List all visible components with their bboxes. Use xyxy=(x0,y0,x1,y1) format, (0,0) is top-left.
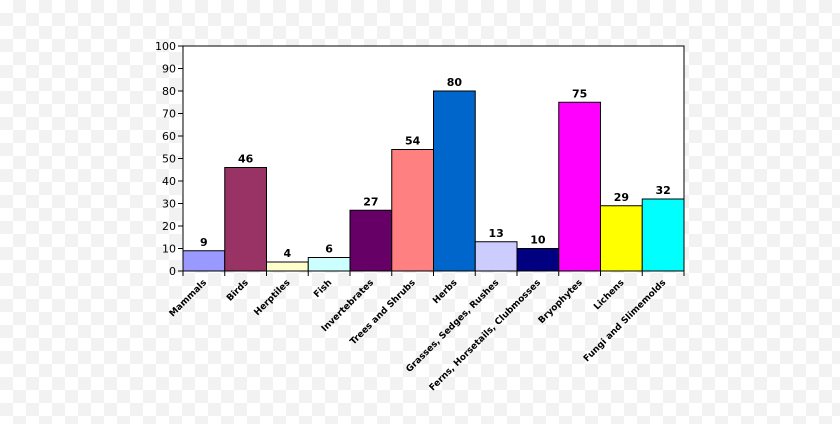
data-label: 29 xyxy=(614,191,629,204)
bar-invertebrates xyxy=(349,209,393,272)
x-category-label: Lichens xyxy=(592,278,626,312)
bar-fungi-and-slimemolds xyxy=(641,198,685,272)
bars xyxy=(182,90,685,272)
x-category-label: Herptiles xyxy=(253,278,293,318)
data-label: 32 xyxy=(655,184,670,197)
bar-mammals xyxy=(182,250,226,272)
x-category-label: Fungi and Slimemolds xyxy=(582,278,668,364)
x-category-label: Birds xyxy=(225,278,251,304)
x-axis: Mammals Birds Herptiles FishInvertebratesTr… xyxy=(168,271,685,393)
bar-birds xyxy=(224,167,267,272)
bar-bryophytes xyxy=(558,101,601,272)
bar-herptiles xyxy=(266,261,309,272)
x-category-label: Mammals xyxy=(168,278,209,319)
y-tick-label: 0 xyxy=(169,265,176,278)
y-tick-label: 40 xyxy=(162,175,176,188)
y-axis: 0 10 20 30 40 50 60 70 80 90 100 xyxy=(155,40,183,278)
x-category-label: Herbs xyxy=(431,278,459,306)
y-tick-label: 90 xyxy=(162,63,176,76)
data-label: 10 xyxy=(530,234,546,247)
x-category-label: Fish xyxy=(312,278,334,300)
y-tick-label: 50 xyxy=(162,153,176,166)
data-label: 75 xyxy=(572,87,587,100)
data-label: 6 xyxy=(325,243,333,256)
data-label: 46 xyxy=(238,153,254,166)
data-label: 27 xyxy=(363,195,378,208)
data-label: 54 xyxy=(405,135,421,148)
bar-trees-and-shrubs xyxy=(391,149,434,272)
bar-fish xyxy=(307,257,351,272)
data-label: 9 xyxy=(200,236,208,249)
bar-grasses-sedges-rushes xyxy=(474,241,518,272)
data-label: 4 xyxy=(284,247,292,260)
y-tick-label: 10 xyxy=(162,243,176,256)
data-label: 13 xyxy=(488,227,503,240)
y-tick-label: 30 xyxy=(162,198,176,211)
y-tick-label: 70 xyxy=(162,108,176,121)
y-tick-label: 20 xyxy=(162,220,176,233)
y-tick-label: 100 xyxy=(155,40,176,53)
x-category-label: Bryophytes xyxy=(537,278,585,326)
y-tick-label: 80 xyxy=(162,85,176,98)
bar-lichens xyxy=(600,205,643,272)
bar-ferns-horsetails-clubmosses xyxy=(516,248,560,272)
y-tick-label: 60 xyxy=(162,130,176,143)
bar-herbs xyxy=(433,90,476,272)
data-label: 80 xyxy=(447,76,463,89)
